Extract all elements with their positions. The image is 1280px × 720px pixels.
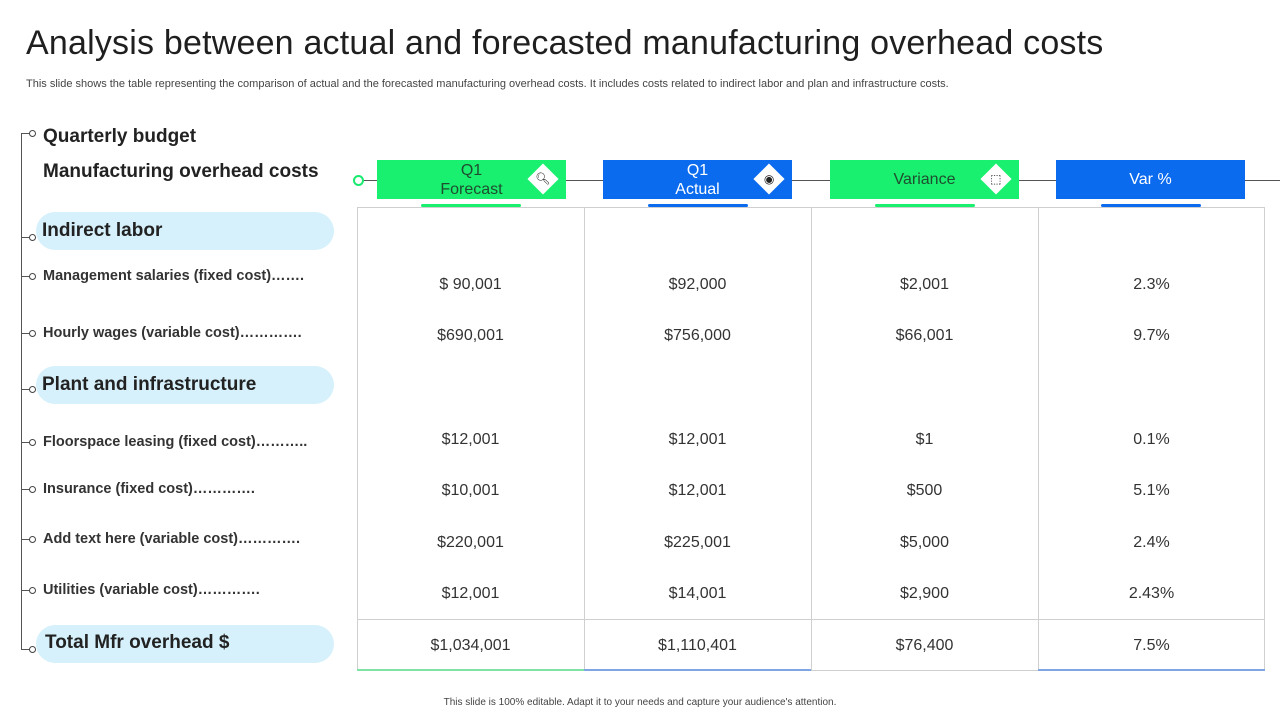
plant-infrastructure-pill xyxy=(36,366,334,404)
timeline-dot xyxy=(29,130,36,137)
variance-header-label: Variance xyxy=(893,171,956,188)
timeline-tick xyxy=(21,590,30,591)
table-cell: $10,001 xyxy=(441,482,500,499)
table-cell: $1,034,001 xyxy=(430,637,511,654)
actual-header-line2: Actual xyxy=(675,180,720,198)
var-pct-header-label: Var % xyxy=(1129,171,1172,188)
total-label: Total Mfr overhead $ xyxy=(45,632,230,653)
actual-underline xyxy=(648,204,748,207)
var-pct-header: Var % xyxy=(1056,160,1245,199)
total-row-divider xyxy=(357,619,1265,620)
table-cell: $12,001 xyxy=(441,431,500,448)
table-cell: $5,000 xyxy=(900,534,949,551)
actual-header: Q1 Actual ◉ xyxy=(603,160,792,199)
plant-infrastructure-label: Plant and infrastructure xyxy=(42,374,257,395)
table-cell: 0.1% xyxy=(1133,431,1170,448)
variance-underline xyxy=(875,204,975,207)
table-cell: 5.1% xyxy=(1133,482,1170,499)
table-cell: $690,001 xyxy=(437,327,504,344)
table-cell: $12,001 xyxy=(441,585,500,602)
timeline-dot xyxy=(29,646,36,653)
timeline-tick xyxy=(21,649,30,650)
var-pct-underline xyxy=(1101,204,1201,207)
timeline-dot xyxy=(29,587,36,594)
table-cell: $76,400 xyxy=(895,637,954,654)
timeline-dot xyxy=(29,486,36,493)
table-cell: $92,000 xyxy=(668,276,727,293)
timeline-dot xyxy=(29,386,36,393)
page-subtitle: This slide shows the table representing … xyxy=(26,78,949,90)
add-text-label: Add text here (variable cost)…………. xyxy=(43,531,301,547)
header-connector-line xyxy=(362,180,1280,181)
table-cell: $2,001 xyxy=(900,276,949,293)
search-chart-icon: 🔍︎ xyxy=(527,163,559,195)
table-bottom-accent xyxy=(584,669,811,671)
timeline-tick xyxy=(21,389,30,390)
table-cell: $2,900 xyxy=(900,585,949,602)
timeline-dot xyxy=(29,439,36,446)
quarterly-budget-label: Quarterly budget xyxy=(43,126,197,147)
forecast-underline xyxy=(421,204,521,207)
table-cell: $1,110,401 xyxy=(658,637,737,654)
forecast-header: Q1 Forecast 🔍︎ xyxy=(377,160,566,199)
table-cell: $225,001 xyxy=(664,534,731,551)
table-cell: 2.43% xyxy=(1128,585,1175,602)
table-cell: $220,001 xyxy=(437,534,504,551)
table-cell: $14,001 xyxy=(668,585,727,602)
floorspace-leasing-label: Floorspace leasing (fixed cost)……….. xyxy=(43,434,308,450)
timeline-dot xyxy=(29,234,36,241)
insurance-label: Insurance (fixed cost)…………. xyxy=(43,481,255,497)
table-cell: $66,001 xyxy=(895,327,954,344)
timeline-line xyxy=(21,133,22,649)
page-title: Analysis between actual and forecasted m… xyxy=(26,24,1104,62)
footer-note: This slide is 100% editable. Adapt it to… xyxy=(443,697,837,708)
table-cell: 2.4% xyxy=(1133,534,1170,551)
utilities-label: Utilities (variable cost)…………. xyxy=(43,582,260,598)
timeline-tick xyxy=(21,333,30,334)
table-cell: $12,001 xyxy=(668,482,727,499)
table-bottom-accent xyxy=(357,669,584,671)
timeline-tick xyxy=(21,489,30,490)
timeline-dot xyxy=(29,536,36,543)
timeline-tick xyxy=(21,276,30,277)
timeline-tick xyxy=(21,133,30,134)
table-cell: $ 90,001 xyxy=(439,276,502,293)
expand-icon: ⬚ xyxy=(980,163,1012,195)
actual-header-line1: Q1 xyxy=(686,161,709,179)
table-cell: $1 xyxy=(915,431,934,448)
table-cell: 7.5% xyxy=(1133,637,1170,654)
table-cell: $12,001 xyxy=(668,431,727,448)
table-bottom-accent xyxy=(1038,669,1265,671)
table-column-divider xyxy=(811,207,812,671)
table-column-divider xyxy=(584,207,585,671)
forecast-header-line2: Forecast xyxy=(440,180,503,198)
overhead-costs-label: Manufacturing overhead costs xyxy=(43,161,319,182)
total-pill xyxy=(36,625,334,663)
management-salaries-label: Management salaries (fixed cost)……. xyxy=(43,268,305,284)
table-cell: 2.3% xyxy=(1133,276,1170,293)
timeline-tick xyxy=(21,539,30,540)
table-cell: 9.7% xyxy=(1133,327,1170,344)
timeline-dot xyxy=(29,330,36,337)
header-connector-dot xyxy=(353,175,364,186)
table-cell: $756,000 xyxy=(664,327,731,344)
table-cell: $500 xyxy=(906,482,943,499)
hourly-wages-label: Hourly wages (variable cost)…………. xyxy=(43,325,302,341)
timeline-dot xyxy=(29,273,36,280)
timeline-tick xyxy=(21,442,30,443)
timeline-tick xyxy=(21,237,30,238)
indirect-labor-label: Indirect labor xyxy=(42,220,163,241)
forecast-header-line1: Q1 xyxy=(460,161,483,179)
table-column-divider xyxy=(1038,207,1039,671)
indirect-labor-pill xyxy=(36,212,334,250)
eye-icon: ◉ xyxy=(753,163,785,195)
variance-header: Variance ⬚ xyxy=(830,160,1019,199)
